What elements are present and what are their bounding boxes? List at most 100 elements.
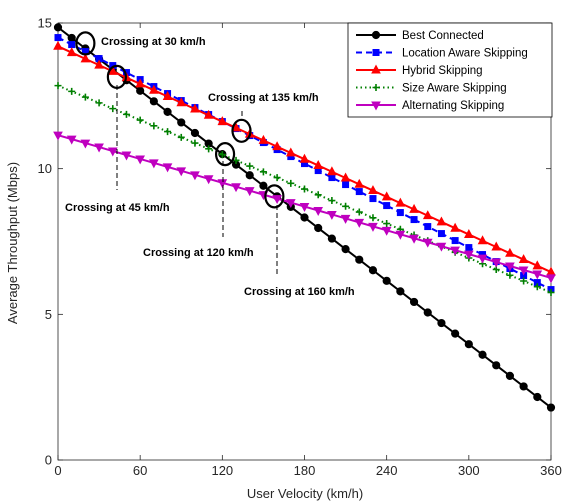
data-point [122, 110, 130, 118]
data-point [422, 210, 433, 220]
data-point [313, 160, 324, 169]
annotation-label: Crossing at 120 km/h [143, 247, 254, 259]
data-point [314, 223, 323, 233]
data-point [162, 163, 173, 173]
data-point [340, 214, 351, 224]
data-point [437, 318, 446, 328]
data-point [396, 209, 404, 217]
data-point [285, 147, 296, 157]
data-point [95, 99, 103, 107]
data-point [546, 403, 556, 412]
data-point [299, 203, 310, 212]
data-point [272, 195, 282, 205]
data-point [54, 34, 62, 42]
data-point [149, 97, 158, 106]
data-point [437, 230, 445, 238]
x-tick-label: 240 [376, 463, 398, 478]
legend: Best Connected Location Aware Skipping Hyb… [347, 22, 553, 118]
data-point [177, 118, 186, 127]
data-point [464, 340, 473, 349]
x-tick-label: 300 [458, 463, 480, 478]
data-point [491, 258, 502, 268]
data-point [81, 93, 89, 101]
data-point [450, 246, 460, 256]
x-axis-label: User Velocity (km/h) [247, 486, 363, 501]
legend-label: Alternating Skipping [402, 100, 504, 112]
data-point [67, 33, 76, 43]
annotation-label: Crossing at 30 km/h [101, 36, 206, 48]
data-point [341, 245, 350, 254]
data-point [450, 222, 460, 232]
data-point [190, 171, 200, 181]
data-point [218, 151, 226, 159]
data-point [245, 171, 254, 180]
data-point [68, 41, 76, 49]
data-point [383, 202, 391, 210]
data-point [547, 288, 555, 296]
x-tick-label: 360 [540, 463, 562, 478]
data-point [409, 234, 419, 244]
legend-item-2: Hybrid Skipping [356, 64, 483, 77]
data-point [190, 103, 200, 113]
data-point [520, 277, 528, 285]
y-tick-label: 0 [45, 453, 52, 468]
legend-marker [371, 101, 381, 111]
annotation-3: Crossing at 120 km/h [143, 142, 254, 259]
legend-label: Hybrid Skipping [402, 65, 483, 77]
data-point [491, 241, 502, 251]
data-point [382, 276, 391, 285]
data-point [354, 178, 365, 188]
data-point [395, 197, 406, 207]
data-point [518, 254, 529, 264]
legend-marker [372, 84, 380, 91]
data-point [354, 218, 365, 228]
y-tick-label: 5 [45, 307, 52, 322]
data-point [368, 222, 378, 232]
legend-marker [371, 64, 381, 74]
data-point [231, 183, 241, 193]
series-4 [53, 131, 556, 284]
data-point [68, 87, 76, 95]
data-point [80, 139, 91, 149]
data-point [94, 59, 104, 69]
data-point [135, 155, 146, 165]
data-point [176, 97, 187, 107]
data-point [107, 65, 118, 75]
legend-marker [371, 30, 381, 40]
data-point [109, 105, 117, 113]
data-point [177, 133, 185, 141]
data-point [54, 82, 62, 90]
data-point [465, 244, 473, 252]
series-2 [53, 40, 556, 276]
data-point [314, 191, 322, 199]
data-point [327, 210, 337, 220]
annotations: Crossing at 30 km/h Crossing at 45 km/h Cr… [65, 31, 355, 298]
data-point [340, 172, 351, 182]
data-point [368, 185, 378, 195]
x-tick-label: 120 [211, 463, 233, 478]
data-point [506, 271, 514, 279]
data-point [532, 270, 543, 280]
data-point [519, 382, 528, 391]
data-point [436, 216, 447, 226]
data-point [451, 237, 459, 245]
data-point [258, 134, 269, 144]
data-point [299, 153, 310, 163]
annotation-label: Crossing at 45 km/h [65, 202, 170, 214]
crossing-ellipse [75, 31, 96, 56]
legend-marker [372, 49, 380, 56]
data-point [436, 242, 447, 252]
x-tick-label: 60 [133, 463, 147, 478]
data-point [355, 188, 363, 196]
x-tick-label: 180 [294, 463, 316, 478]
y-tick-label: 15 [38, 16, 52, 31]
data-point [409, 203, 419, 213]
data-point [107, 147, 118, 157]
crossing-ellipse [264, 184, 285, 209]
data-point [80, 53, 91, 63]
data-point [244, 187, 255, 197]
data-point [246, 162, 254, 170]
data-point [424, 223, 432, 231]
data-point [477, 254, 488, 264]
